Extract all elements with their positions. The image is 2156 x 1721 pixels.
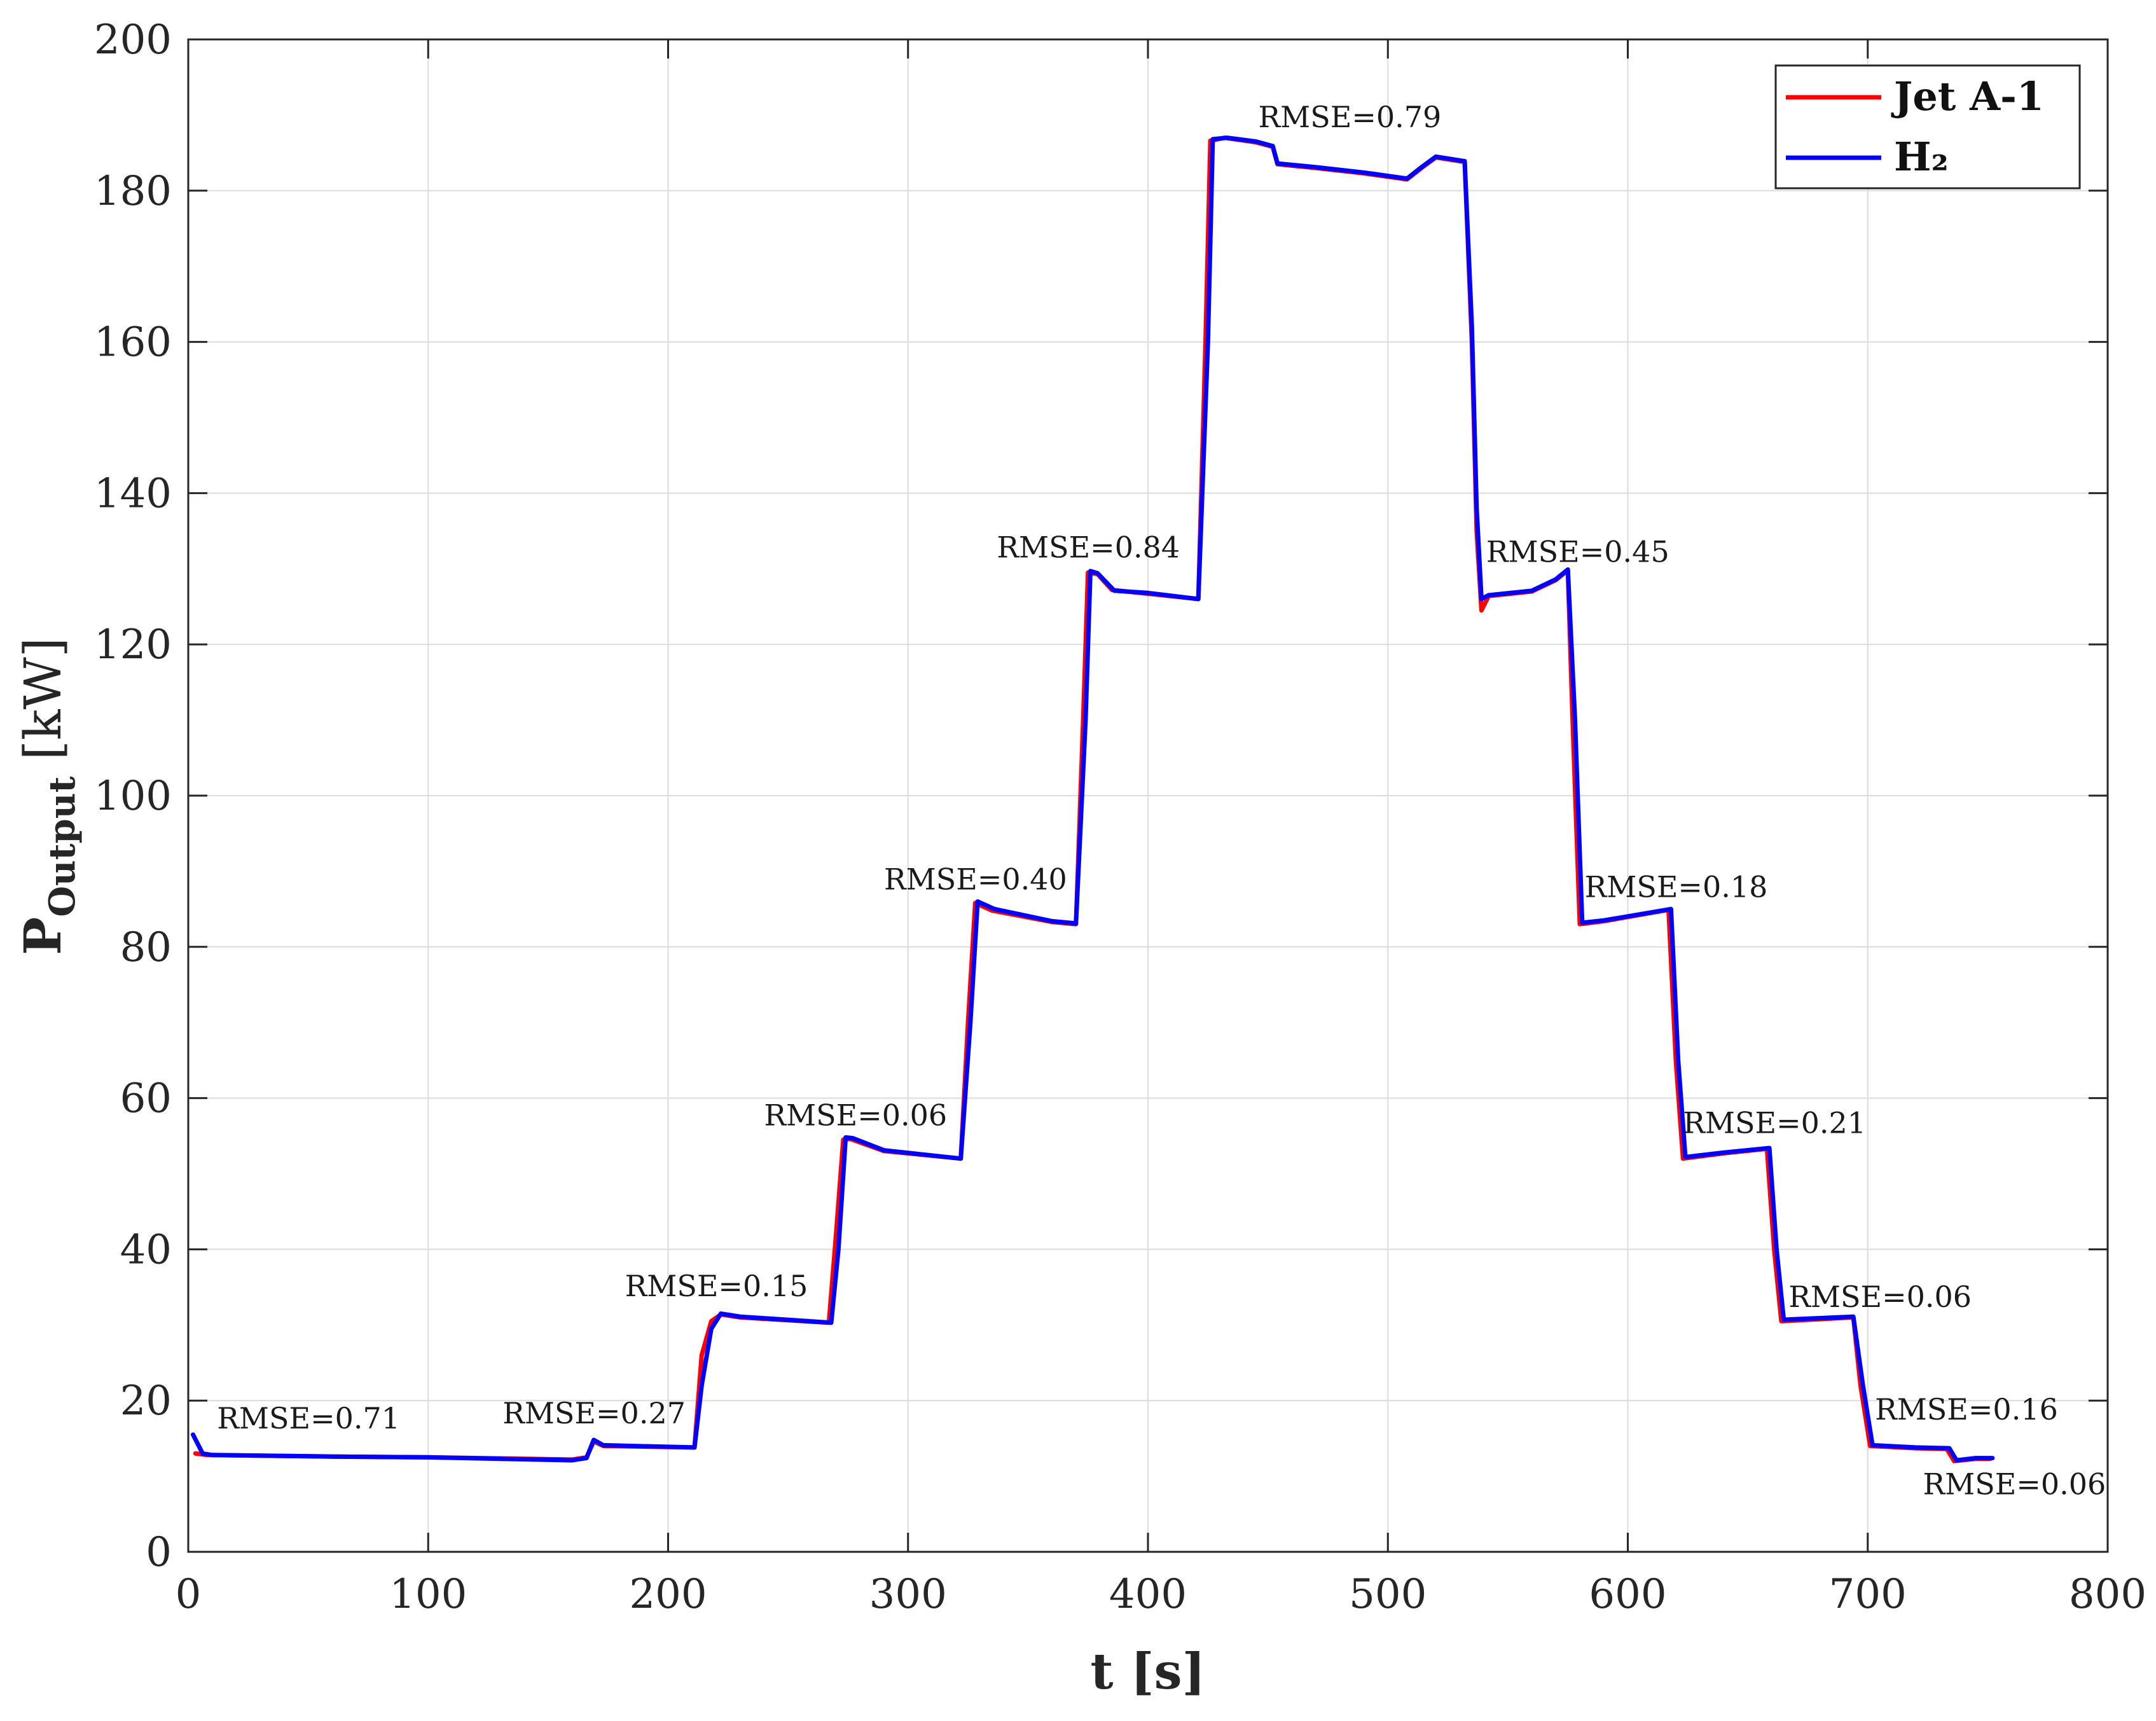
y-tick-label: 60 <box>120 1075 172 1123</box>
x-tick-label: 100 <box>389 1571 467 1618</box>
series-line-jet-a1 <box>193 135 1993 1463</box>
series-line-h2 <box>191 135 1995 1463</box>
y-axis-title-main: P <box>13 917 73 955</box>
rmse-annotation: RMSE=0.79 <box>1259 100 1442 134</box>
y-axis-title: POutput [kW] <box>13 637 83 955</box>
axis-ticks: 0 100 200 300 400 500 600 700 800 0 20 40 60 80 100 120… <box>94 17 2146 1618</box>
y-tick-label: 40 <box>120 1226 172 1273</box>
rmse-annotation: RMSE=0.15 <box>625 1269 808 1303</box>
rmse-annotation: RMSE=0.16 <box>1875 1392 2058 1427</box>
rmse-annotation: RMSE=0.71 <box>217 1401 400 1435</box>
y-tick-label: 120 <box>94 621 172 668</box>
y-tick-label: 160 <box>94 319 172 366</box>
y-tick-label: 0 <box>146 1529 172 1576</box>
y-tick-label: 180 <box>94 168 172 215</box>
grid <box>188 39 2108 1552</box>
rmse-annotation: RMSE=0.06 <box>764 1098 947 1132</box>
series-layer <box>191 135 1995 1463</box>
rmse-annotation: RMSE=0.21 <box>1683 1105 1866 1140</box>
rmse-annotation: RMSE=0.06 <box>1923 1467 2106 1502</box>
annotations: RMSE=0.71 RMSE=0.27 RMSE=0.15 RMSE=0.06 RMSE… <box>217 100 2106 1502</box>
x-axis-title: t [s] <box>1091 1643 1206 1701</box>
x-tick-label: 500 <box>1349 1571 1427 1618</box>
y-tick-label: 140 <box>94 470 172 517</box>
y-axis-title-subscript: Output <box>41 777 83 917</box>
x-tick-label: 300 <box>869 1571 947 1618</box>
rmse-annotation: RMSE=0.18 <box>1585 869 1768 904</box>
y-tick-label: 80 <box>120 924 172 971</box>
rmse-annotation: RMSE=0.06 <box>1788 1280 1972 1314</box>
legend-box <box>1774 64 2081 190</box>
x-tick-label: 0 <box>176 1571 202 1618</box>
y-tick-label: 200 <box>94 17 172 64</box>
y-tick-label: 100 <box>94 773 172 820</box>
x-tick-label: 700 <box>1829 1571 1907 1618</box>
x-tick-label: 800 <box>2069 1571 2146 1618</box>
rmse-annotation: RMSE=0.27 <box>502 1396 686 1430</box>
rmse-annotation: RMSE=0.40 <box>884 862 1067 896</box>
x-tick-label: 600 <box>1589 1571 1666 1618</box>
x-tick-label: 200 <box>629 1571 707 1618</box>
legend-label-h2: H₂ <box>1894 134 1949 180</box>
legend: Jet A-1 H₂ <box>1774 64 2081 190</box>
x-axis-title-text: t [s] <box>1091 1643 1206 1701</box>
x-tick-label: 400 <box>1109 1571 1187 1618</box>
y-tick-label: 20 <box>120 1378 172 1425</box>
rmse-annotation: RMSE=0.45 <box>1486 535 1669 569</box>
legend-label-jet-a1: Jet A-1 <box>1891 73 2044 120</box>
y-axis-title-unit: [kW] <box>13 637 73 777</box>
rmse-annotation: RMSE=0.84 <box>997 530 1180 564</box>
